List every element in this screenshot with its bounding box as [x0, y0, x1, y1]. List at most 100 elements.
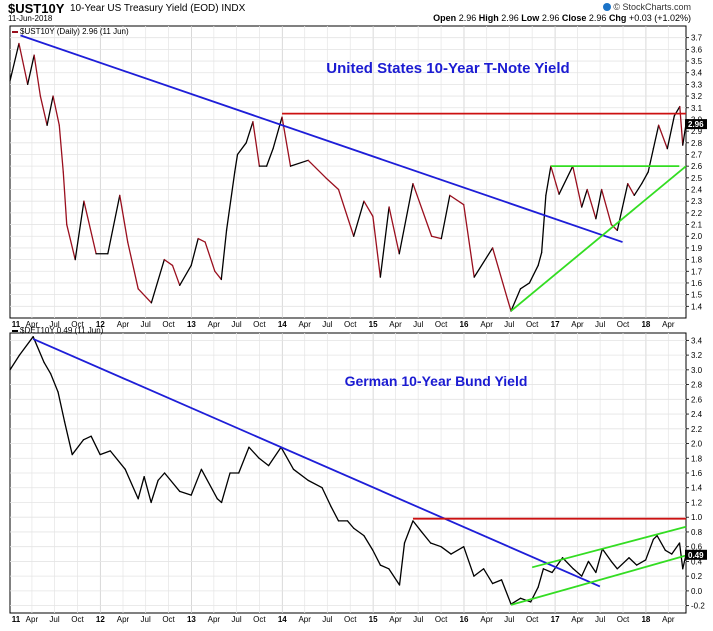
series-segment [595, 548, 604, 574]
y-tick-label: 2.2 [691, 425, 703, 434]
y-tick-label: 1.7 [691, 267, 703, 276]
x-tick-label: Jul [595, 320, 605, 329]
y-tick-label: 2.8 [691, 139, 703, 148]
y-tick-label: -0.2 [691, 602, 705, 611]
series-segment [679, 105, 684, 146]
close-label: Close [561, 13, 587, 23]
x-tick-label: Jul [231, 320, 241, 329]
x-tick-label: Apr [208, 320, 221, 329]
series-segment [248, 446, 260, 459]
x-tick-label: Apr [662, 615, 675, 624]
series-segment [57, 391, 66, 423]
x-tick-label: 15 [369, 320, 378, 329]
stockcharts-credit[interactable]: © StockCharts.com [603, 2, 691, 12]
series-segment [197, 237, 206, 243]
x-tick-label: Jul [141, 615, 151, 624]
y-tick-label: 3.3 [691, 80, 703, 89]
series-segment [289, 159, 309, 167]
series-segment [601, 548, 612, 563]
open-label: Open [433, 13, 457, 23]
series-segment [225, 171, 236, 232]
y-tick-label: 2.7 [691, 150, 703, 159]
series-segment [216, 498, 223, 504]
legend-swatch [12, 31, 18, 33]
series-segment [506, 298, 512, 312]
x-tick-label: 17 [551, 615, 560, 624]
series-segment [363, 200, 374, 218]
x-tick-label: Jul [413, 320, 423, 329]
legend-swatch [12, 330, 18, 332]
series-segment [280, 446, 295, 470]
series-segment [558, 165, 574, 195]
series-segment [325, 177, 340, 191]
series-segment [429, 542, 442, 548]
last-value-label: 0.49 [688, 551, 704, 560]
series-segment [157, 472, 166, 482]
y-tick-label: 2.5 [691, 174, 703, 183]
x-tick-label: Apr [298, 320, 311, 329]
x-tick-label: Jul [504, 615, 514, 624]
series-segment [379, 206, 390, 278]
series-segment [372, 549, 382, 566]
series-segment [528, 264, 539, 284]
series-segment [62, 171, 68, 226]
x-tick-label: 18 [641, 320, 650, 329]
series-segment [628, 557, 638, 566]
series-segment [267, 446, 282, 467]
series-segment [491, 247, 509, 300]
series-segment [163, 472, 181, 493]
series-segment [440, 546, 452, 555]
series-segment [330, 505, 340, 522]
series-segment [32, 336, 45, 364]
series-segment [398, 183, 414, 255]
series-segment [49, 372, 59, 393]
x-tick-label: Oct [71, 615, 84, 624]
x-tick-label: Oct [71, 320, 84, 329]
x-tick-label: Jul [322, 320, 332, 329]
x-tick-label: Jul [504, 320, 514, 329]
series-segment [636, 559, 647, 566]
y-tick-label: 3.7 [691, 34, 703, 43]
x-tick-label: Oct [435, 615, 448, 624]
series-segment [137, 288, 153, 304]
x-tick-label: Oct [344, 615, 357, 624]
series-segment [190, 237, 199, 267]
series-segment [238, 446, 250, 474]
y-tick-label: 3.6 [691, 45, 703, 54]
trendline [531, 525, 687, 569]
x-tick-label: Jul [231, 615, 241, 624]
x-tick-label: 13 [187, 615, 196, 624]
trendline [20, 34, 623, 243]
series-segment [610, 560, 618, 570]
legend-label: $DET10Y 0.49 (11 Jun) [20, 326, 104, 335]
series-segment [652, 124, 660, 150]
y-tick-label: 1.5 [691, 291, 703, 300]
x-tick-label: Apr [117, 320, 130, 329]
y-tick-label: 0.0 [691, 587, 703, 596]
series-segment [58, 124, 64, 173]
series-segment [610, 223, 618, 232]
x-tick-label: Apr [571, 615, 584, 624]
series-segment [372, 215, 382, 278]
series-segment [204, 241, 216, 272]
y-tick-label: 0.2 [691, 572, 703, 581]
legend-label: $UST10Y (Daily) 2.96 (11 Jun) [20, 27, 129, 36]
series-segment [107, 194, 121, 255]
x-tick-label: 13 [187, 320, 196, 329]
series-segment [545, 165, 552, 197]
series-segment [150, 258, 165, 304]
series-segment [403, 520, 414, 544]
series-segment [124, 468, 139, 500]
y-tick-label: 2.2 [691, 209, 703, 218]
series-segment [109, 450, 126, 470]
chart-header: $UST10Y 10-Year US Treasury Yield (EOD) … [0, 0, 713, 23]
x-tick-label: Apr [26, 320, 39, 329]
x-tick-label: Jul [322, 615, 332, 624]
symbol-title: $UST10Y [8, 1, 65, 16]
x-tick-label: Oct [526, 320, 539, 329]
x-tick-label: Apr [389, 320, 402, 329]
x-tick-label: Apr [480, 615, 493, 624]
x-tick-label: 16 [460, 615, 469, 624]
series-segment [388, 568, 401, 586]
series-segment [537, 251, 543, 267]
